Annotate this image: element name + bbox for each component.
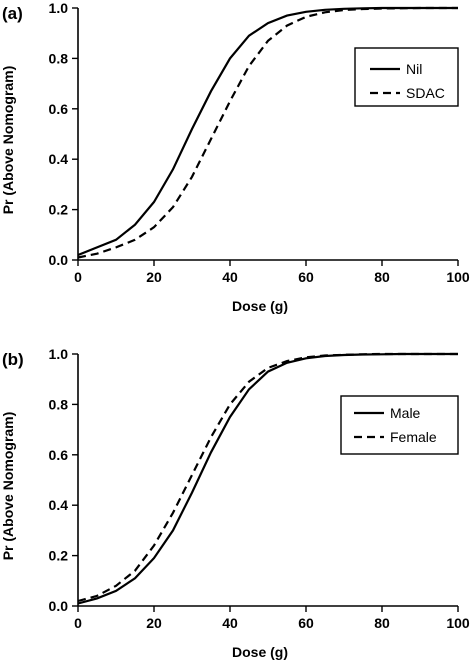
x-tick-label: 40 [222, 269, 238, 285]
x-tick-label: 40 [222, 615, 238, 631]
y-tick-label: 0.6 [49, 101, 69, 117]
x-tick-label: 20 [146, 269, 162, 285]
y-tick-label: 1.0 [49, 0, 69, 16]
x-tick-label: 0 [74, 615, 82, 631]
legend-label-female: Female [390, 429, 437, 445]
x-tick-label: 60 [298, 615, 314, 631]
legend-box [354, 47, 459, 107]
y-axis-title: Pr (Above Nomogram) [0, 66, 16, 215]
y-tick-label: 0.8 [49, 396, 69, 412]
x-tick-label: 80 [374, 615, 390, 631]
legend-label-male: Male [390, 405, 421, 421]
y-axis-title: Pr (Above Nomogram) [0, 412, 16, 561]
legend-box [340, 395, 459, 455]
x-tick-label: 100 [446, 615, 470, 631]
panel-label: (a) [2, 4, 23, 23]
x-axis-title: Dose (g) [232, 644, 288, 660]
y-tick-label: 0.2 [49, 202, 69, 218]
x-tick-label: 100 [446, 269, 470, 285]
panel-label: (b) [2, 350, 24, 369]
legend-label-sdac: SDAC [406, 85, 445, 101]
y-tick-label: 0.0 [49, 598, 69, 614]
x-tick-label: 20 [146, 615, 162, 631]
x-axis-title: Dose (g) [232, 298, 288, 314]
series-line-male [77, 352, 458, 605]
y-tick-label: 0.0 [49, 252, 69, 268]
y-tick-label: 0.4 [49, 151, 69, 167]
series-line-sdac [77, 6, 458, 259]
y-tick-label: 0.2 [49, 548, 69, 564]
x-tick-label: 80 [374, 269, 390, 285]
legend-label-nil: Nil [406, 61, 422, 77]
y-tick-label: 0.4 [49, 497, 69, 513]
y-tick-label: 0.8 [49, 50, 69, 66]
x-tick-label: 0 [74, 269, 82, 285]
y-tick-label: 0.6 [49, 447, 69, 463]
x-tick-label: 60 [298, 269, 314, 285]
series-line-female [77, 352, 458, 603]
y-tick-label: 1.0 [49, 346, 69, 362]
series-line-nil [77, 6, 458, 257]
